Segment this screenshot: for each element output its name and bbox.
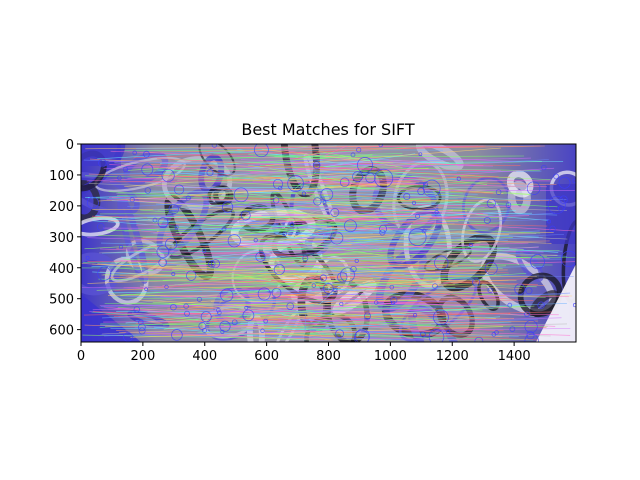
x-tick-label: 600 <box>254 349 279 364</box>
x-tick-label: 1200 <box>436 349 469 364</box>
match-lines <box>81 145 576 341</box>
x-tick-label: 1000 <box>374 349 407 364</box>
y-tick-label: 300 <box>49 231 74 246</box>
x-tick-label: 0 <box>77 349 85 364</box>
keypoint-circles <box>85 144 576 342</box>
x-tick-label: 400 <box>192 349 217 364</box>
x-tick-label: 200 <box>130 349 155 364</box>
y-tick-label: 600 <box>49 324 74 339</box>
y-tick-label: 200 <box>49 200 74 215</box>
y-tick-label: 400 <box>49 262 74 277</box>
x-axis-ticks: 0 200 400 600 800 1000 1200 1400 <box>77 342 531 364</box>
y-tick-label: 100 <box>49 169 74 184</box>
chart-title: Best Matches for SIFT <box>241 120 414 139</box>
y-tick-label: 0 <box>66 138 74 153</box>
x-tick-label: 800 <box>316 349 341 364</box>
y-axis-ticks: 0 100 200 300 400 500 600 <box>49 138 81 339</box>
match-image <box>81 144 576 342</box>
x-tick-label: 1400 <box>498 349 531 364</box>
y-tick-label: 500 <box>49 293 74 308</box>
